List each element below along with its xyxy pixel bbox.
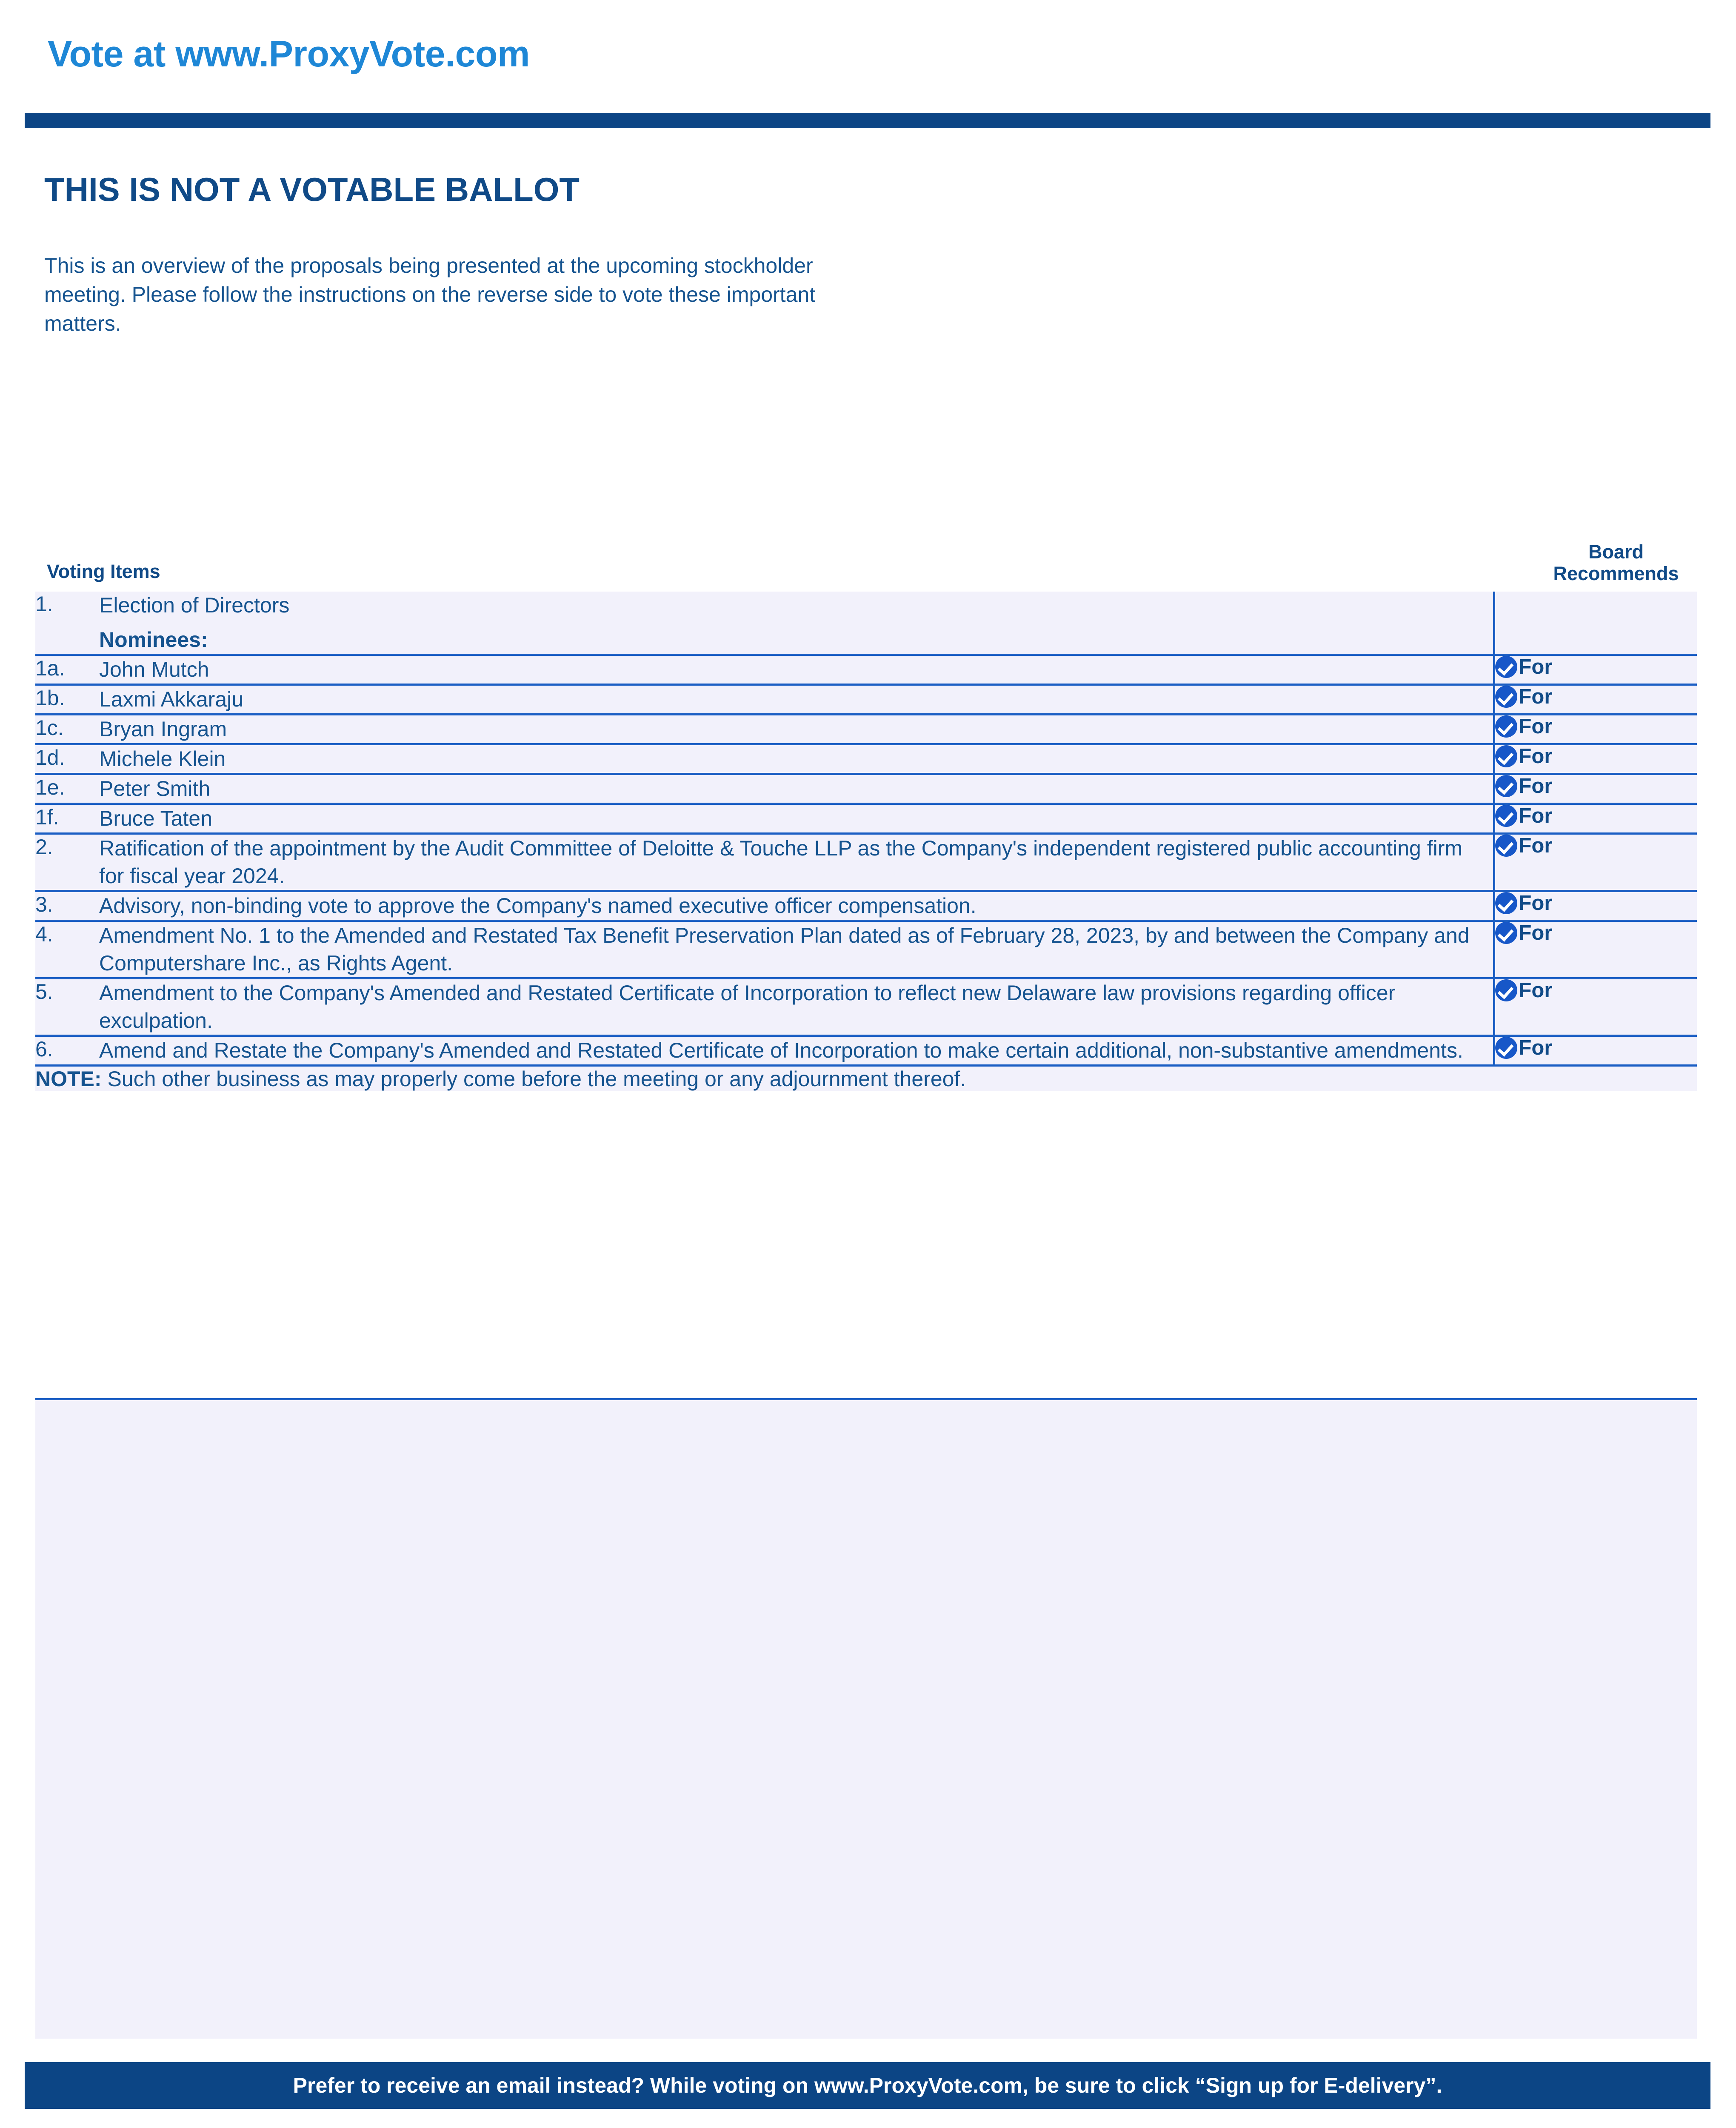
row-number: 1.	[35, 592, 99, 655]
row-text: Michele Klein	[99, 743, 1494, 774]
recommendation-label: For	[1519, 1036, 1553, 1059]
check-circle-icon	[1495, 775, 1517, 797]
board-recommendation-cell: For	[1493, 713, 1697, 744]
table-row: 6. Amend and Restate the Company's Amend…	[35, 1035, 1697, 1066]
voting-items-header: Voting Items	[47, 561, 160, 582]
header-divider-bar	[25, 113, 1710, 128]
row-text: John Mutch	[99, 654, 1494, 685]
check-circle-icon	[1495, 656, 1517, 678]
board-recommendation-cell: For	[1493, 920, 1697, 978]
board-recommendation-cell: For	[1493, 890, 1697, 921]
ballot-table: 1. Election of Directors Nominees: 1a. J…	[35, 592, 1697, 1091]
recommendation-label: For	[1519, 715, 1553, 738]
recommendation-label: For	[1519, 921, 1553, 944]
board-recommendation-cell: For	[1493, 832, 1697, 891]
row-number: 1b.	[35, 684, 99, 715]
check-circle-icon	[1495, 922, 1517, 944]
table-row: 1. Election of Directors Nominees:	[35, 592, 1697, 655]
check-circle-icon	[1495, 979, 1517, 1001]
recommendation-label: For	[1519, 655, 1553, 678]
row-number: 3.	[35, 890, 99, 921]
recommendation-label: For	[1519, 685, 1553, 708]
row-number: 1a.	[35, 654, 99, 685]
board-recommendation-cell: For	[1493, 743, 1697, 774]
row-text: Laxmi Akkaraju	[99, 684, 1494, 715]
note-body: Such other business as may properly come…	[101, 1067, 966, 1091]
edelivery-footer-text: Prefer to receive an email instead? Whil…	[293, 2074, 1442, 2097]
board-recommends-line1: Board	[1588, 541, 1644, 563]
check-circle-icon	[1495, 686, 1517, 708]
recommendation-label: For	[1519, 774, 1553, 798]
note-row: NOTE: Such other business as may properl…	[35, 1064, 1697, 1091]
table-row: 2. Ratification of the appointment by th…	[35, 832, 1697, 891]
table-row: 1d. Michele Klein For	[35, 743, 1697, 774]
recommendation-label: For	[1519, 978, 1553, 1002]
row-text: Amendment to the Company's Amended and R…	[99, 977, 1494, 1036]
blank-content-panel	[35, 1398, 1697, 2039]
row-text-main: Election of Directors	[99, 593, 290, 617]
row-number: 1f.	[35, 803, 99, 834]
table-row: 1f. Bruce Taten For	[35, 803, 1697, 834]
table-row: 4. Amendment No. 1 to the Amended and Re…	[35, 920, 1697, 978]
row-number: 1e.	[35, 773, 99, 804]
row-number: 2.	[35, 832, 99, 891]
table-column-headers: Voting Items Board Recommends	[0, 530, 1685, 585]
board-recommendation-cell: For	[1493, 803, 1697, 834]
page-title: THIS IS NOT A VOTABLE BALLOT	[44, 171, 580, 208]
row-number: 4.	[35, 920, 99, 978]
board-recommendation-cell: For	[1493, 684, 1697, 715]
table-row: 3. Advisory, non-binding vote to approve…	[35, 890, 1697, 921]
note-text: NOTE: Such other business as may properl…	[35, 1064, 1697, 1091]
table-row: 1b. Laxmi Akkaraju For	[35, 684, 1697, 715]
check-circle-icon	[1495, 1037, 1517, 1059]
board-recommends-line2: Recommends	[1553, 562, 1679, 584]
row-text: Amendment No. 1 to the Amended and Resta…	[99, 920, 1494, 978]
table-row: 1c. Bryan Ingram For	[35, 713, 1697, 744]
row-text: Election of Directors Nominees:	[99, 592, 1494, 655]
recommendation-label: For	[1519, 804, 1553, 827]
edelivery-footer-banner: Prefer to receive an email instead? Whil…	[25, 2062, 1710, 2109]
table-row: 5. Amendment to the Company's Amended an…	[35, 977, 1697, 1036]
row-text: Bryan Ingram	[99, 713, 1494, 744]
row-text: Amend and Restate the Company's Amended …	[99, 1035, 1494, 1066]
check-circle-icon	[1495, 892, 1517, 914]
row-text: Peter Smith	[99, 773, 1494, 804]
recommendation-label: For	[1519, 834, 1553, 857]
ballot-table-wrapper: 1. Election of Directors Nominees: 1a. J…	[35, 592, 1697, 1091]
row-number: 1d.	[35, 743, 99, 774]
board-recommendation-cell	[1493, 592, 1697, 655]
row-number: 6.	[35, 1035, 99, 1066]
board-recommends-header: Board Recommends	[1531, 541, 1701, 584]
row-number: 1c.	[35, 713, 99, 744]
board-recommendation-cell: For	[1493, 1035, 1697, 1066]
board-recommendation-cell: For	[1493, 773, 1697, 804]
table-row: 1e. Peter Smith For	[35, 773, 1697, 804]
check-circle-icon	[1495, 835, 1517, 857]
check-circle-icon	[1495, 805, 1517, 827]
recommendation-label: For	[1519, 891, 1553, 915]
nominees-label: Nominees:	[99, 628, 208, 652]
note-label: NOTE:	[35, 1067, 102, 1091]
check-circle-icon	[1495, 745, 1517, 767]
row-text: Advisory, non-binding vote to approve th…	[99, 890, 1494, 921]
table-row: 1a. John Mutch For	[35, 654, 1697, 685]
intro-paragraph: This is an overview of the proposals bei…	[44, 254, 816, 335]
recommendation-label: For	[1519, 744, 1553, 768]
board-recommendation-cell: For	[1493, 977, 1697, 1036]
row-text: Ratification of the appointment by the A…	[99, 832, 1494, 891]
check-circle-icon	[1495, 715, 1517, 738]
proxyvote-header-link[interactable]: Vote at www.ProxyVote.com	[48, 34, 530, 74]
row-text: Bruce Taten	[99, 803, 1494, 834]
board-recommendation-cell: For	[1493, 654, 1697, 685]
row-number: 5.	[35, 977, 99, 1036]
